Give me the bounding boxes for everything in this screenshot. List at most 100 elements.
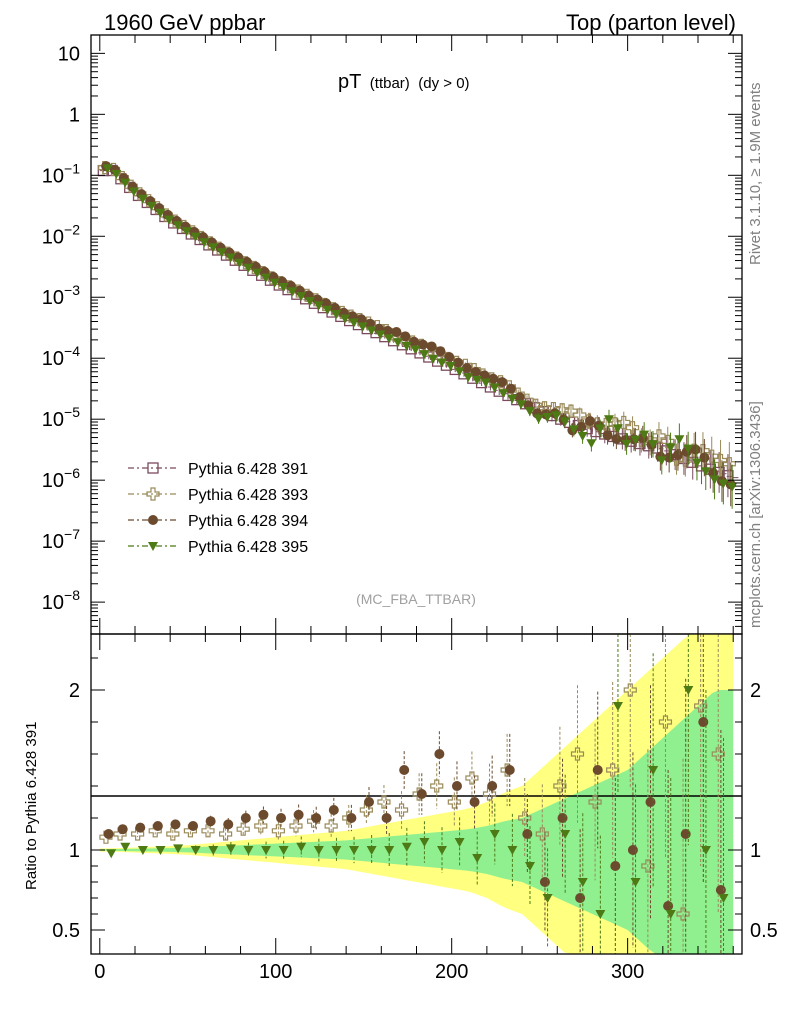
side-label-bottom: mcplots.cern.ch [arXiv:1306.3436] [747, 401, 764, 628]
ratio-point [278, 846, 289, 855]
ratio-point [469, 797, 480, 807]
ratio-point [236, 822, 250, 836]
data-point [630, 435, 641, 445]
main-y-tick-exp: −2 [64, 221, 80, 237]
data-point [444, 352, 455, 363]
data-point [164, 215, 175, 225]
main-y-tick-base: 10 [42, 348, 64, 370]
legend: Pythia 6.428 391 Pythia 6.428 393 Pythia 6… [128, 461, 308, 556]
data-point [155, 208, 166, 218]
data-point [331, 310, 342, 320]
data-point [573, 408, 587, 422]
ratio-point [507, 846, 518, 855]
watermark: (MC_FBA_TTBAR) [356, 591, 476, 607]
ratio-point [648, 766, 659, 775]
data-point [366, 326, 377, 336]
ratio-point [627, 845, 638, 855]
ratio-point [518, 811, 532, 825]
ratio-point [606, 763, 620, 777]
x-tick-label: 300 [611, 961, 644, 983]
data-point [602, 430, 613, 441]
main-y-tick-base: 10 [42, 165, 64, 187]
ratio-point [366, 846, 377, 855]
data-point [365, 318, 376, 329]
main-y-tick-base: 10 [42, 226, 64, 248]
data-point [243, 263, 254, 273]
ratio-ylabel: Ratio to Pythia 6.428 391 [23, 722, 40, 890]
data-point [340, 314, 351, 324]
data-point [718, 479, 729, 489]
ratio-bands [99, 634, 734, 954]
legend-entry: Pythia 6.428 391 [188, 461, 308, 478]
data-point [621, 439, 632, 449]
series-391-marks [97, 164, 734, 498]
main-y-tick-exp: −7 [64, 526, 80, 542]
data-point [409, 336, 420, 347]
data-point [533, 414, 544, 424]
ratio-point [208, 846, 219, 855]
ratio-point [261, 846, 272, 855]
data-point [489, 383, 500, 393]
series-395-marks [102, 164, 738, 509]
data-point [199, 238, 210, 248]
x-tick-label: 200 [435, 961, 468, 983]
main-y-tick-base: 10 [42, 287, 64, 309]
main-y-tick-label: 10−7 [42, 526, 80, 553]
ratio-point [641, 859, 655, 873]
data-point [647, 440, 658, 450]
ratio-point [117, 824, 128, 835]
data-point [664, 452, 675, 463]
ratio-point [683, 686, 694, 695]
ratio-point [103, 829, 114, 839]
main-y-tick-label: 10−6 [42, 465, 80, 492]
data-point [505, 383, 516, 394]
data-point [497, 377, 508, 388]
ratio-point [106, 849, 117, 859]
main-y-tick-exp: −3 [64, 282, 80, 298]
ratio-point [451, 781, 462, 791]
data-point [400, 331, 411, 342]
data-point [542, 413, 553, 423]
data-point [428, 354, 439, 364]
ratio-point [680, 829, 691, 839]
ratio-point [694, 699, 708, 713]
ratio-point [447, 795, 461, 809]
ratio-point [539, 877, 550, 887]
main-y-tick-label: 10−8 [42, 587, 80, 614]
main-y-tick-label: 10−3 [42, 282, 80, 309]
legend-entry: Pythia 6.428 393 [188, 487, 308, 504]
ratio-point [592, 765, 603, 775]
ratio-point [557, 813, 568, 823]
ratio-point [296, 842, 307, 852]
data-point [375, 330, 386, 340]
main-y-tick-base: 10 [42, 409, 64, 431]
data-point [576, 421, 587, 432]
data-point [296, 292, 307, 302]
ratio-point [560, 830, 571, 839]
data-point [586, 439, 597, 449]
ratio-point [718, 894, 729, 903]
ratio-y-tick-label-right: 0.5 [750, 920, 778, 942]
data-point [322, 305, 333, 315]
data-point [392, 338, 403, 348]
data-point [461, 363, 472, 374]
data-point [568, 425, 579, 435]
main-y-tick-base: 10 [58, 43, 80, 65]
data-point [234, 258, 245, 268]
data-point [472, 375, 483, 385]
ratio-point [623, 683, 637, 697]
data-point [470, 366, 481, 377]
plot-title-main: pT [338, 71, 361, 93]
ratio-point [135, 822, 146, 833]
ratio-point [553, 779, 567, 793]
data-point [672, 449, 683, 460]
data-point [417, 339, 428, 350]
ratio-point [324, 819, 338, 833]
ratio-y-tick-label: 2 [69, 680, 80, 702]
data-point [700, 467, 711, 477]
data-point [436, 358, 447, 368]
main-y-tick-label: 10−4 [42, 343, 80, 370]
ratio-y-tick-label: 0.5 [52, 920, 80, 942]
